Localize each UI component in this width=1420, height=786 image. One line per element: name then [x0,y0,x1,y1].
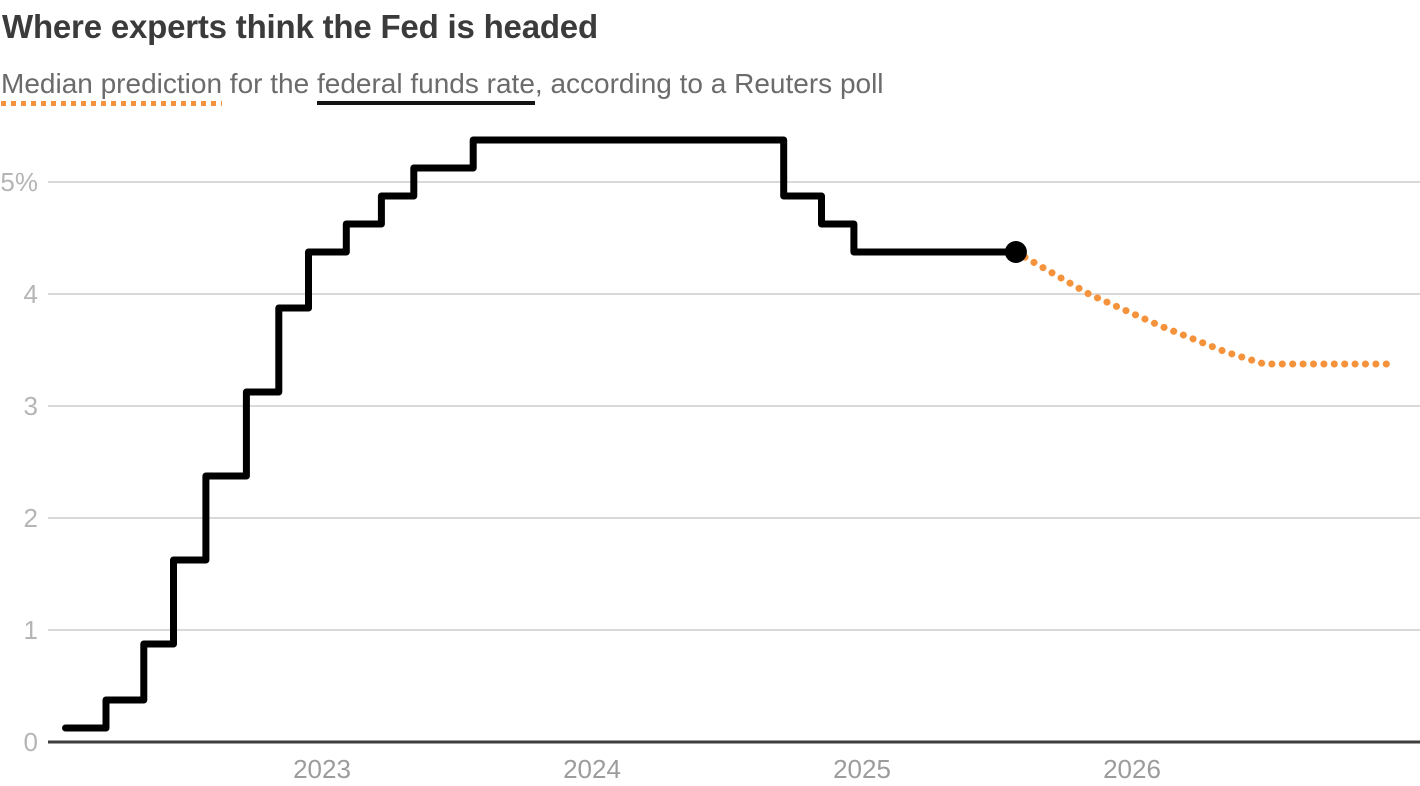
y-tick-label: 0 [24,727,38,757]
x-tick-label: 2023 [293,754,351,784]
y-tick-label: 2 [24,503,38,533]
subtitle-tail-text: , according to a Reuters poll [534,68,884,99]
prediction-line [1012,248,1398,368]
y-tick-label: 4 [24,279,38,309]
y-tick-label: 1 [24,615,38,645]
subtitle-connector-text: for the [222,68,317,99]
y-tick-label: 3 [24,391,38,421]
x-tick-label: 2025 [833,754,891,784]
x-tick-label: 2024 [563,754,621,784]
chart-title: Where experts think the Fed is headed [2,8,598,45]
subtitle-prediction-label: Median prediction [1,68,223,106]
current-value-dot [1004,241,1027,263]
actual-rate-line [62,136,1020,732]
chart-subtitle: Median prediction for the federal funds … [1,68,884,106]
subtitle-fed-funds-rate-label: federal funds rate [316,68,535,105]
x-tick-label: 2026 [1103,754,1161,784]
y-tick-label: 5% [0,167,38,197]
